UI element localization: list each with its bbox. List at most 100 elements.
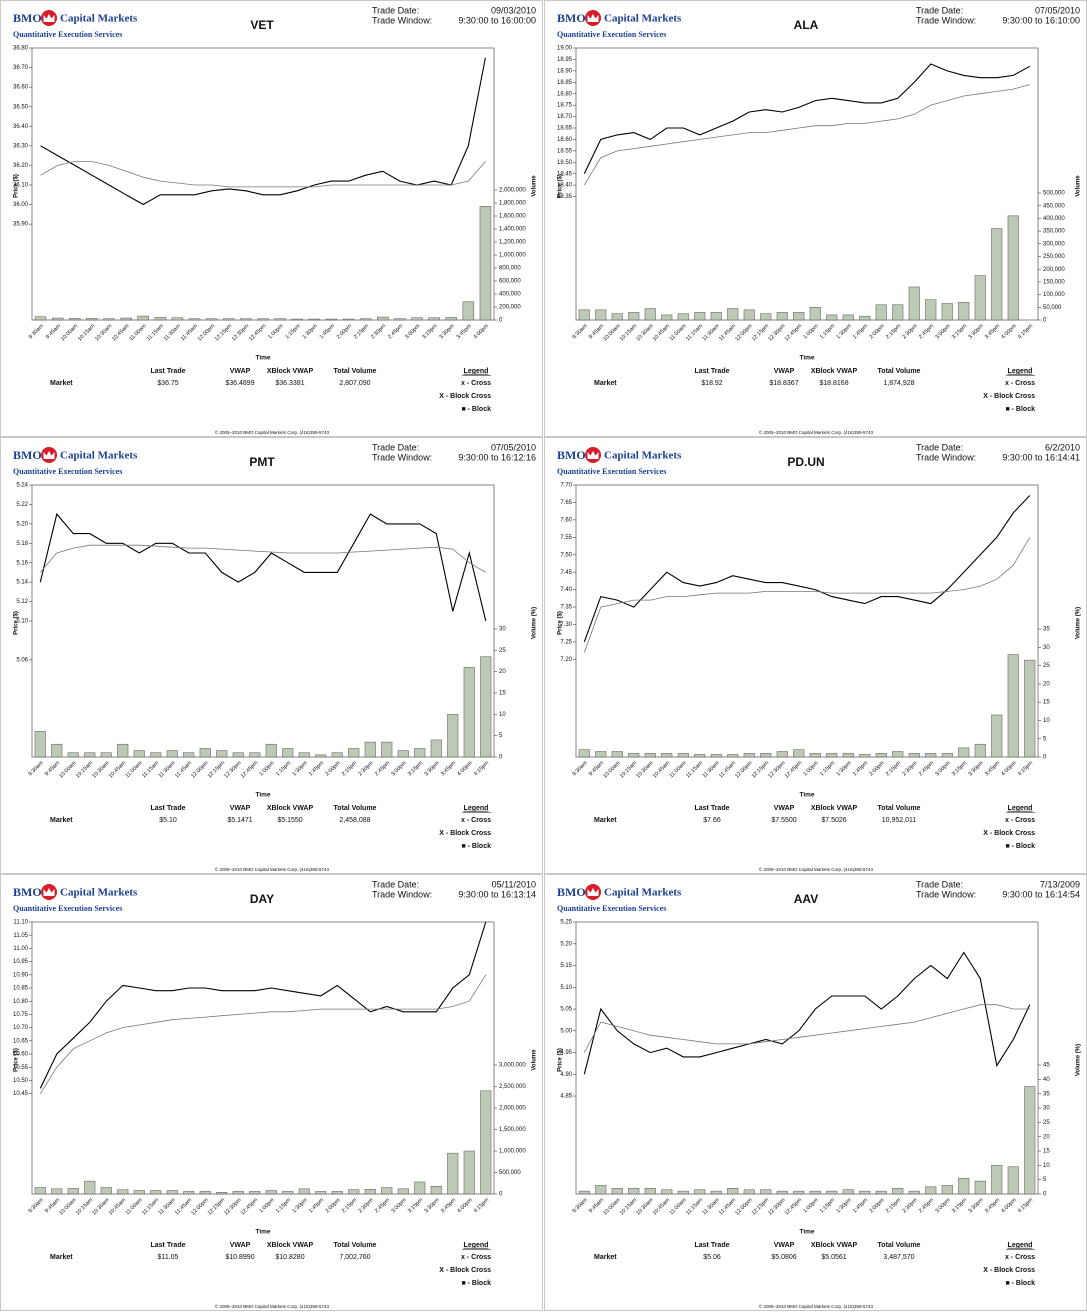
service-name: Quantitative Execution Services — [557, 904, 666, 913]
volume-bar — [381, 741, 393, 758]
legend-title: Legend — [464, 805, 489, 812]
volume-bar — [974, 743, 986, 758]
volume-bar — [661, 314, 673, 321]
y2-tick-label: 2,000,000 — [499, 188, 526, 194]
y-tick-label: 18.50 — [557, 160, 573, 166]
y2-axis-label: Volume (%) — [1076, 607, 1082, 639]
volume-bar — [925, 1186, 937, 1195]
y2-tick-label: 2,000,000 — [499, 1106, 526, 1112]
volume-bar — [694, 1189, 706, 1195]
y-tick-label: 10.70 — [13, 1025, 29, 1031]
trade-date-label: Trade Date: — [372, 5, 419, 15]
trade-window: 9:30:00 to 16:14:41 — [1002, 452, 1080, 462]
vwap-line — [583, 1004, 1030, 1053]
volume-bar — [282, 748, 294, 758]
volume-bar — [480, 656, 492, 758]
y-tick-label: 5.00 — [560, 1028, 572, 1034]
volume-bar — [34, 731, 46, 758]
y2-tick-label: 2,500,000 — [499, 1084, 526, 1090]
trade-date: 07/05/2010 — [491, 442, 536, 452]
legend-item: X - Block Cross — [983, 1267, 1035, 1274]
y-axis-label: Price ($) — [558, 174, 564, 198]
volume-bar — [644, 1188, 656, 1195]
logo-mark — [43, 451, 55, 459]
legend-item: X - Block Cross — [983, 393, 1035, 400]
trade-date: 05/11/2010 — [492, 879, 536, 889]
y2-tick-label: 40 — [1043, 1077, 1050, 1083]
volume-bar — [908, 286, 920, 321]
price-line — [39, 512, 487, 622]
y2-tick-label: 350,000 — [1043, 229, 1065, 235]
volume-bar — [842, 314, 854, 321]
y-tick-label: 18.70 — [557, 114, 573, 120]
volume-bar — [133, 1190, 145, 1195]
y-tick-label: 5.15 — [560, 963, 572, 969]
y2-tick-label: 45 — [1043, 1063, 1050, 1069]
volume-bar — [188, 318, 201, 321]
trade-window-label: Trade Window: — [916, 889, 976, 899]
volume-bar — [51, 1188, 63, 1195]
volume-bar — [86, 318, 98, 321]
volume-bar — [199, 748, 211, 758]
volume-bar — [298, 1188, 310, 1195]
price-line — [40, 57, 486, 206]
y-tick-label: 36.20 — [13, 163, 29, 169]
plot-frame — [575, 47, 1039, 321]
volume-bar — [925, 299, 937, 321]
volume-bar — [232, 1191, 244, 1195]
volume-bar — [842, 1189, 854, 1195]
y2-tick-label: 800,000 — [499, 266, 521, 272]
y-tick-label: 10.45 — [13, 1091, 29, 1097]
service-name: Quantitative Execution Services — [557, 30, 666, 39]
y-tick-label: 5.22 — [16, 502, 28, 508]
stat-value: 2,807,090 — [339, 380, 370, 387]
row-label: Market — [594, 380, 617, 387]
x-axis-label: Time — [255, 355, 270, 362]
volume-bar — [166, 1190, 178, 1195]
price-line — [39, 921, 487, 1089]
stat-value: 3,487,570 — [883, 1254, 914, 1261]
y2-tick-label: 0 — [1043, 1192, 1047, 1198]
volume-bar — [809, 753, 821, 758]
y2-tick-label: 50,000 — [1043, 305, 1062, 311]
y-tick-label: 5.05 — [560, 1007, 572, 1013]
stat-value: $7.66 — [703, 817, 721, 824]
volume-bar — [661, 1189, 673, 1195]
y-tick-label: 10.95 — [13, 959, 29, 965]
volume-bar — [315, 754, 327, 758]
trade-date-label: Trade Date: — [372, 442, 419, 452]
legend-item: ■ - Block — [461, 843, 491, 850]
y2-axis-label: Volume — [532, 175, 538, 197]
row-label: Market — [594, 817, 617, 824]
volume-bar — [308, 318, 321, 321]
trade-date: 7/13/2009 — [1040, 879, 1080, 889]
y-tick-label: 7.30 — [560, 622, 572, 628]
legend-item: ■ - Block — [461, 406, 491, 413]
y2-tick-label: 100,000 — [1043, 292, 1065, 298]
stat-value: $36.4899 — [225, 380, 254, 387]
volume-bar — [397, 1188, 409, 1195]
ticker: DAY — [250, 892, 274, 906]
y-tick-label: 35.90 — [13, 222, 29, 228]
volume-bar — [1007, 654, 1019, 758]
y-tick-label: 18.95 — [557, 57, 573, 63]
volume-bar — [776, 1190, 788, 1195]
volume-bar — [727, 754, 739, 758]
y-tick-label: 18.80 — [557, 91, 573, 97]
stat-value: $5.0806 — [771, 1254, 796, 1261]
volume-bar — [117, 743, 129, 758]
y-tick-label: 5.06 — [16, 657, 28, 663]
volume-bar — [826, 314, 838, 321]
y-tick-label: 5.20 — [16, 521, 28, 527]
volume-bar — [183, 1191, 195, 1195]
legend-item: X - Block Cross — [983, 830, 1035, 837]
trade-date: 07/05/2010 — [1035, 5, 1080, 15]
volume-bar — [171, 317, 184, 321]
footer: © 2005–2010 BMO Capital Markets Corp. (4… — [759, 429, 874, 435]
y2-axis-label: Volume — [532, 1049, 538, 1071]
legend-item: ■ - Block — [461, 1280, 491, 1287]
volume-bar — [84, 752, 96, 758]
y2-tick-label: 0 — [1043, 318, 1047, 324]
y-tick-label: 36.40 — [13, 124, 29, 130]
